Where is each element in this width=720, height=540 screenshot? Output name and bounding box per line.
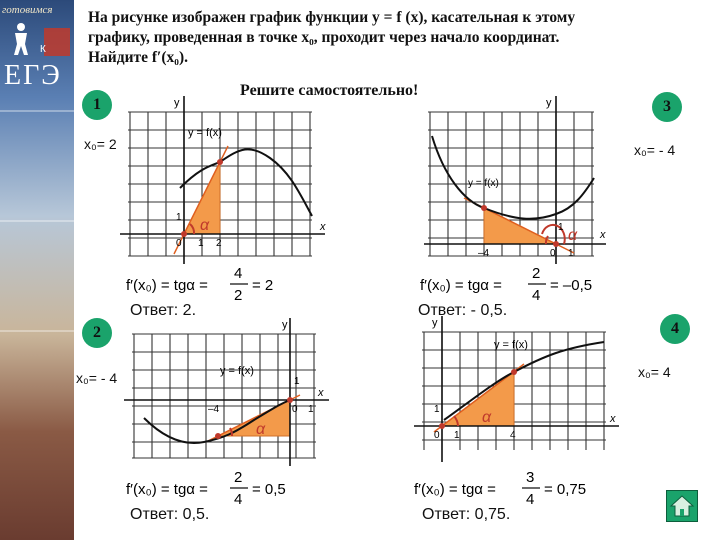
formula-num-3: 2 [532, 265, 540, 282]
problem-number-1: 1 [82, 90, 112, 120]
curve-label-2: y = f(x) [220, 365, 254, 377]
formula-result-1: = 2 [252, 277, 273, 294]
formula-result-2: = 0,5 [252, 481, 286, 498]
curve-label-3: y = f(x) [468, 178, 499, 189]
axis-y-label-3: y [546, 97, 552, 109]
graph-2: y x y = f(x) α –4 0 1 1 [124, 318, 329, 466]
sidebar-decoration: готовимся К ЕГЭ [0, 0, 74, 540]
formula-lhs-3: f′(x₀) = tgα = [420, 277, 502, 294]
axis-x-label-1: x [319, 221, 326, 233]
slide-content [74, 0, 720, 540]
x0-label-2: x₀= - 4 [76, 370, 118, 386]
axis-x-label-4: x [609, 413, 616, 425]
origin-label-1: 0 [176, 238, 182, 249]
tick-minus4-label-2: –4 [208, 404, 220, 415]
x0-label-3: x₀= - 4 [634, 142, 676, 158]
answer-4: Ответ: 0,75. [422, 506, 511, 523]
origin-label-4: 0 [434, 430, 440, 441]
alpha-label-2: α [256, 421, 266, 438]
formula-lhs-4: f′(x₀) = tgα = [414, 481, 496, 498]
function-curve-1 [179, 148, 313, 217]
task-text: На рисунке изображен график функции y = … [88, 8, 688, 68]
formula-num-1: 4 [234, 265, 242, 282]
sidebar-ege-logo: ЕГЭ [4, 60, 62, 91]
origin-label-3: 0 [550, 248, 556, 259]
tick-4-label-4: 4 [510, 430, 516, 441]
tick-y1-label-2: 1 [294, 376, 300, 387]
tick-y1-label-4: 1 [434, 404, 440, 415]
formula-num-2: 2 [234, 469, 242, 486]
task-line-2: графику, проведенная в точке x₀, проходи… [88, 29, 560, 46]
problem-number-3: 3 [652, 92, 682, 122]
tick-y1-label-1: 1 [176, 212, 182, 223]
formula-4: f′(x₀) = tgα = 3 4 = 0,75 [414, 469, 586, 508]
graph-1: y x y = f(x) α 0 1 2 1 [120, 96, 326, 264]
graph-4: y x y = f(x) α 0 1 4 1 [414, 316, 619, 462]
answer-3: Ответ: - 0,5. [418, 302, 508, 319]
home-icon [669, 495, 695, 517]
formula-result-4: = 0,75 [544, 481, 586, 498]
formula-result-3: = –0,5 [550, 277, 592, 294]
formula-num-4: 3 [526, 469, 534, 486]
answer-1: Ответ: 2. [130, 302, 197, 319]
curve-label-4: y = f(x) [494, 339, 528, 351]
person-icon [14, 23, 28, 55]
graph-3: y x y = f(x) α –4 0 1 1 [424, 96, 606, 264]
x0-label-4: x₀= 4 [638, 364, 671, 380]
tick-1-label-3: 1 [568, 248, 574, 259]
tick-1-label-4: 1 [454, 430, 460, 441]
alpha-label-4: α [482, 409, 492, 426]
tick-y1-label-3: 1 [558, 222, 564, 233]
axis-y-label-1: y [174, 97, 180, 109]
formula-lhs-2: f′(x₀) = tgα = [126, 481, 208, 498]
formula-den-2: 4 [234, 491, 242, 508]
task-line-3: Найдите f′(x₀). [88, 49, 188, 66]
sidebar-top-text: готовимся [2, 4, 53, 16]
home-button[interactable] [666, 490, 698, 522]
origin-label-2: 0 [292, 404, 298, 415]
formula-2: f′(x₀) = tgα = 2 4 = 0,5 [126, 469, 286, 508]
formula-lhs-1: f′(x₀) = tgα = [126, 277, 208, 294]
problem-number-4: 4 [660, 314, 690, 344]
axis-x-label-3: x [599, 229, 606, 241]
sidebar-red-block [44, 28, 70, 56]
formula-den-1: 2 [234, 287, 242, 304]
formula-den-4: 4 [526, 491, 534, 508]
task-line-1: На рисунке изображен график функции y = … [88, 9, 576, 26]
function-curve-3 [431, 135, 595, 220]
formula-3: f′(x₀) = tgα = 2 4 = –0,5 [420, 265, 592, 304]
function-curve-2 [143, 399, 291, 444]
tick-minus4-label-3: –4 [478, 248, 490, 259]
sidebar-letter: К [40, 44, 46, 55]
tick-2-label-1: 2 [216, 238, 222, 249]
tick-1-label-2: 1 [308, 404, 314, 415]
axis-x-label-2: x [317, 387, 324, 399]
formula-den-3: 4 [532, 287, 540, 304]
alpha-label-3: α [568, 227, 578, 244]
axis-y-label-4: y [432, 317, 438, 329]
subhead: Решите самостоятельно! [240, 82, 419, 99]
x0-label-1: x₀= 2 [84, 136, 117, 152]
tick-1-label-1: 1 [198, 238, 204, 249]
alpha-label-1: α [200, 217, 210, 234]
answer-2: Ответ: 0,5. [130, 506, 210, 523]
axis-y-label-2: y [282, 319, 288, 331]
formula-1: f′(x₀) = tgα = 4 2 = 2 [126, 265, 273, 304]
problem-number-2: 2 [82, 318, 112, 348]
curve-label-1: y = f(x) [188, 127, 222, 139]
